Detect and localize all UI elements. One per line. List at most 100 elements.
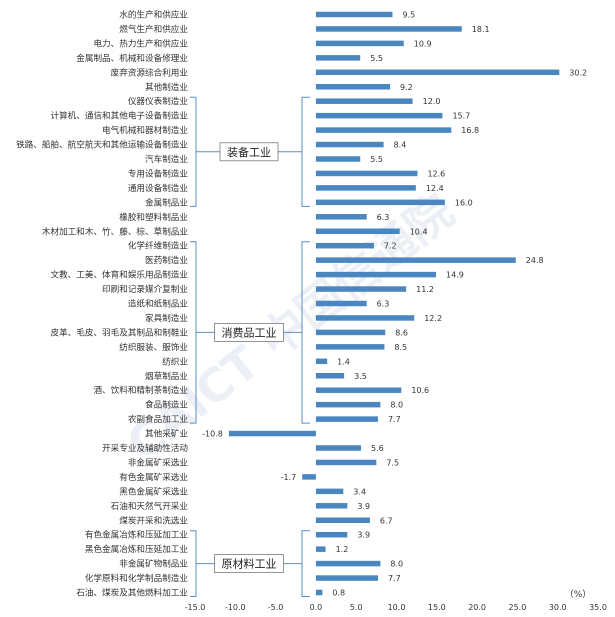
group-label: 原材料工业 bbox=[222, 557, 277, 571]
bar bbox=[315, 26, 462, 32]
bar bbox=[315, 531, 348, 538]
bar bbox=[315, 589, 323, 596]
category-label: 印刷和记录媒介复制业 bbox=[102, 283, 188, 295]
category-label: 石油、煤炭及其他燃料加工业 bbox=[76, 587, 188, 599]
bar bbox=[315, 459, 377, 466]
x-tick-label: -10.0 bbox=[225, 603, 246, 612]
bar bbox=[315, 387, 402, 393]
category-label: 电气机械和器材制造业 bbox=[102, 124, 188, 136]
bar bbox=[315, 488, 344, 495]
bar bbox=[315, 40, 404, 47]
x-axis-ticks: -15.0 -10.0 -5.0 0.0 5.0 10.0 15.0 20.0 25.0 30.0… bbox=[185, 603, 607, 612]
value-label: 10.6 bbox=[411, 386, 429, 395]
category-label: 造纸和纸制品业 bbox=[128, 298, 189, 310]
bar bbox=[315, 401, 381, 408]
category-label: 家具制造业 bbox=[145, 312, 188, 324]
value-label: 8.0 bbox=[390, 401, 403, 410]
category-labels: 水的生产和供应业燃气生产和供应业电力、热力生产和供应业金属制品、机械和设备修理业… bbox=[16, 9, 188, 599]
category-label: 专用设备制造业 bbox=[128, 167, 189, 179]
bar bbox=[315, 358, 328, 365]
category-label: 有色金属冶炼和压延加工业 bbox=[85, 529, 189, 541]
category-label: 纺织服装、服饰业 bbox=[119, 341, 188, 353]
group-bracket-left bbox=[190, 96, 197, 207]
value-label: 6.3 bbox=[377, 213, 390, 222]
bar bbox=[315, 300, 367, 307]
bar bbox=[315, 257, 516, 263]
category-label: 黑色金属冶炼和压延加工业 bbox=[85, 543, 189, 555]
value-label: 12.4 bbox=[426, 184, 444, 193]
category-label: 非金属矿物制品业 bbox=[119, 558, 188, 570]
value-label: 7.2 bbox=[384, 242, 397, 251]
category-label: 电力、热力生产和供应业 bbox=[93, 37, 188, 49]
value-label: 0.8 bbox=[332, 589, 345, 598]
category-label: 铁路、船舶、航空航天和其他运输设备制造业 bbox=[16, 139, 188, 151]
value-label: -10.8 bbox=[202, 430, 223, 439]
x-tick-label: 20.0 bbox=[468, 603, 486, 612]
value-label: 8.5 bbox=[394, 343, 407, 352]
bar bbox=[315, 127, 452, 133]
bar bbox=[315, 560, 381, 567]
category-label: 皮革、毛皮、羽毛及其制品和制鞋业 bbox=[50, 326, 188, 338]
category-label: 纺织业 bbox=[162, 355, 188, 367]
category-label: 农副食品加工业 bbox=[128, 413, 189, 425]
value-label: 3.5 bbox=[354, 372, 367, 381]
category-label: 医药制造业 bbox=[145, 254, 188, 266]
bar bbox=[315, 55, 361, 61]
bars-layer bbox=[228, 11, 560, 596]
value-label: 9.5 bbox=[402, 11, 415, 20]
bar bbox=[315, 315, 415, 321]
value-label: 12.6 bbox=[427, 169, 445, 178]
category-label: 其他采矿业 bbox=[145, 428, 188, 440]
bar bbox=[315, 286, 407, 292]
value-label: 16.8 bbox=[461, 126, 479, 135]
value-label: 10.9 bbox=[414, 39, 432, 48]
category-label: 石油和天然气开采业 bbox=[111, 500, 189, 512]
group-label-box bbox=[214, 554, 284, 573]
bar bbox=[315, 445, 362, 451]
value-label: 3.9 bbox=[357, 531, 370, 540]
value-label: 5.5 bbox=[370, 54, 383, 63]
bar bbox=[315, 575, 378, 581]
value-label: 8.4 bbox=[394, 141, 407, 150]
value-label: 8.6 bbox=[395, 328, 408, 337]
value-label: 1.2 bbox=[336, 545, 349, 554]
category-label: 非金属矿采选业 bbox=[128, 456, 189, 468]
category-label: 汽车制造业 bbox=[145, 153, 188, 165]
x-tick-label: -5.0 bbox=[268, 603, 284, 612]
category-label: 黑色金属矿采选业 bbox=[119, 485, 188, 497]
group-label-box bbox=[214, 322, 284, 342]
bar bbox=[315, 503, 348, 509]
bar bbox=[315, 271, 436, 278]
group-label: 装备工业 bbox=[227, 145, 271, 159]
category-label: 仪器仪表制造业 bbox=[128, 95, 189, 107]
bar bbox=[315, 242, 374, 249]
value-label: 16.0 bbox=[455, 198, 473, 207]
group-bracket-right bbox=[301, 96, 310, 207]
value-label: 3.4 bbox=[353, 487, 366, 496]
value-label: 5.6 bbox=[371, 444, 384, 453]
value-label: -1.7 bbox=[281, 473, 297, 482]
value-label: 7.5 bbox=[386, 458, 399, 467]
category-label: 有色金属矿采选业 bbox=[119, 471, 188, 483]
value-label: 30.2 bbox=[569, 68, 587, 77]
bar bbox=[315, 373, 345, 379]
category-label: 酒、饮料和精制茶制造业 bbox=[93, 384, 188, 396]
value-label: 10.4 bbox=[410, 227, 428, 236]
bar bbox=[315, 344, 385, 350]
x-tick-label: 15.0 bbox=[428, 603, 446, 612]
group-label: 消费品工业 bbox=[222, 325, 277, 339]
value-label: 3.9 bbox=[357, 502, 370, 511]
bar bbox=[315, 84, 391, 90]
bar bbox=[315, 170, 418, 177]
bar bbox=[315, 69, 560, 76]
x-tick-label: 25.0 bbox=[508, 603, 526, 612]
category-label: 木材加工和木、竹、藤、棕、草制品业 bbox=[42, 225, 189, 237]
bar bbox=[315, 156, 361, 162]
value-label: 11.2 bbox=[416, 285, 434, 294]
category-label: 烟草制品业 bbox=[145, 370, 188, 382]
bar bbox=[315, 416, 378, 422]
category-label: 金属制品、机械和设备修理业 bbox=[76, 52, 188, 64]
bar bbox=[315, 185, 416, 191]
